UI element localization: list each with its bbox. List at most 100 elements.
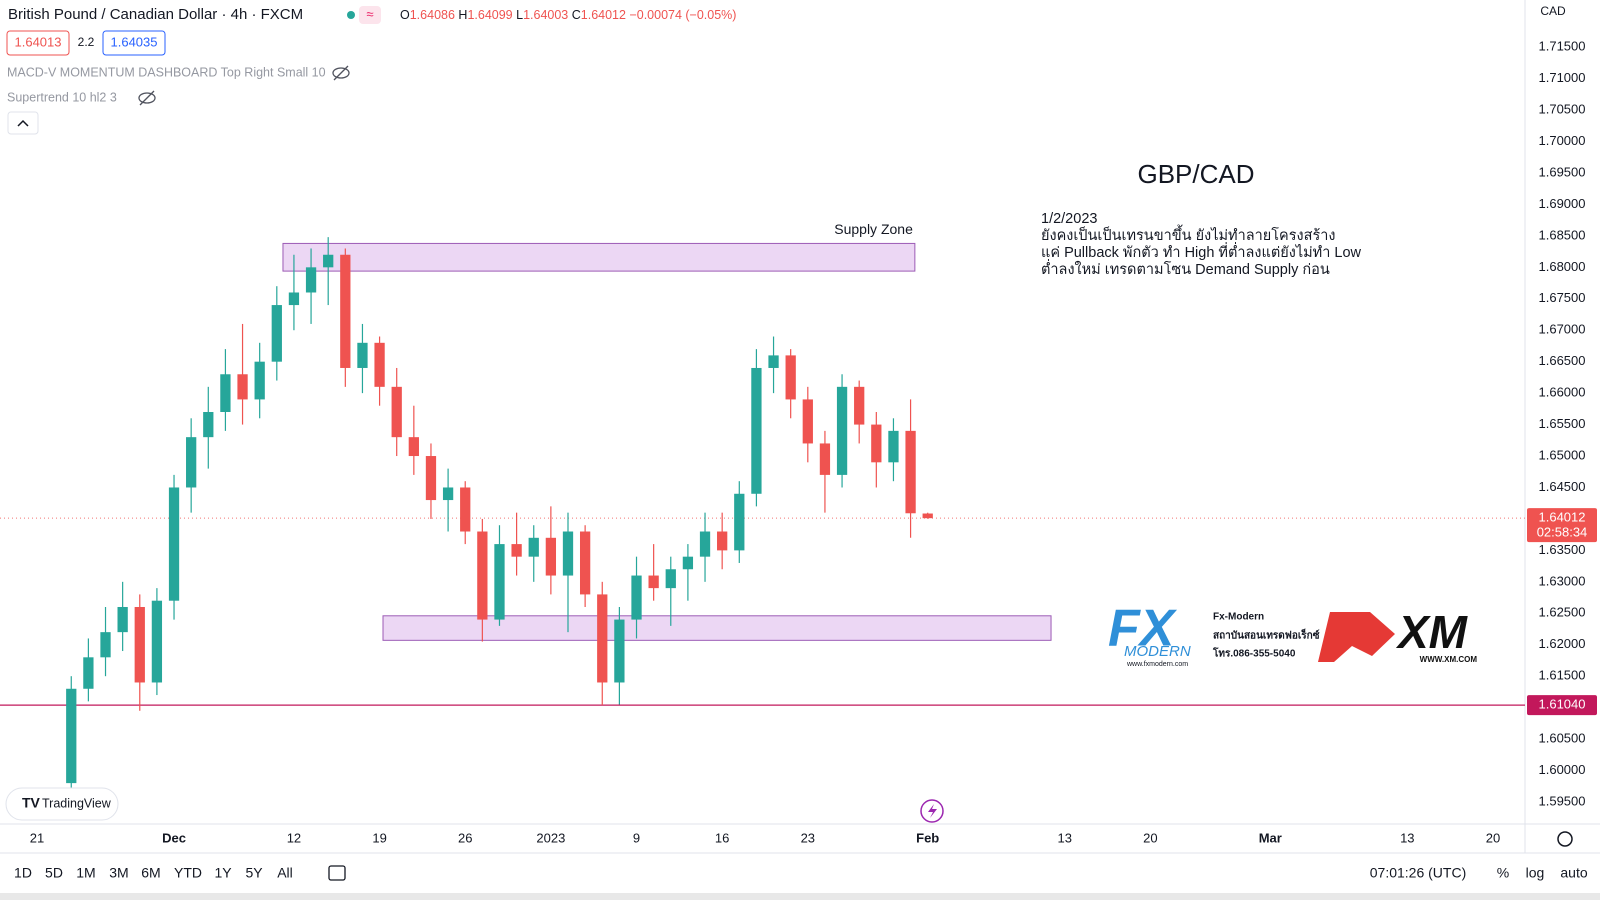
x-tick-label: 20 [1486,830,1500,845]
candle-body [682,556,694,570]
period-button[interactable]: 6M [141,865,160,881]
candle-body [562,531,574,576]
currency-menu[interactable]: CAD [1540,4,1566,18]
y-tick-label: 1.71500 [1539,39,1586,54]
candle-body [802,399,813,444]
x-tick-label: Mar [1259,830,1282,845]
tradingview-badge[interactable] [5,787,119,821]
data-status-icon: ≈ [366,6,373,21]
price-zone [282,242,916,272]
ohlc-value: 1.64086 [410,8,455,22]
y-tick-label: 1.66500 [1539,353,1586,368]
price-tag [1527,508,1597,543]
date-range-icon[interactable] [328,865,346,881]
candle-body [100,632,111,658]
x-tick-label: 13 [1058,830,1072,845]
y-tick-label: 1.68500 [1539,227,1586,242]
chevron-icon [17,119,29,127]
bid-box[interactable] [6,30,70,56]
period-button[interactable]: 3M [109,865,128,881]
x-tick-label: 12 [287,830,301,845]
y-tick-label: 1.68000 [1539,259,1586,274]
y-tick-label: 1.64500 [1539,479,1586,494]
data-status[interactable] [359,6,381,24]
hidden-icon[interactable] [138,90,156,106]
y-tick-label: 1.63500 [1539,542,1586,557]
candle-body [66,688,77,784]
clock[interactable]: 07:01:26 (UTC) [1370,865,1466,881]
ohlc-letter: L [516,8,523,22]
price-tag [1527,695,1597,716]
ohlc-letter: C [572,8,581,22]
symbol-title[interactable]: British Pound / Canadian Dollar · 4h · F… [8,6,303,23]
candle-body [734,493,745,551]
period-button[interactable]: 1M [76,865,95,881]
y-tick-label: 1.60500 [1539,731,1586,746]
candle-body [220,374,231,412]
price-tag-label: 1.61040 [1539,697,1586,712]
x-tick-label: 26 [458,830,472,845]
auto-toggle[interactable]: auto [1560,865,1587,881]
y-tick-label: 1.61500 [1539,668,1586,683]
y-tick-label: 1.62000 [1539,636,1586,651]
x-tick-label: 16 [715,830,729,845]
candle-body [186,437,197,488]
period-button[interactable]: 1Y [214,865,232,881]
candle-body [631,575,642,620]
ohlc-letter: O [400,8,410,22]
fx-text: โทร.086-355-5040 [1212,647,1296,660]
plot-area: Supply Zone [0,221,1525,793]
percent-toggle[interactable]: % [1497,865,1509,881]
y-tick-label: 1.65000 [1539,447,1586,462]
ask-box[interactable] [102,30,166,56]
candle-body [134,606,145,683]
candle-body [408,437,419,457]
indicator-label[interactable]: Supertrend 10 hl2 3 [7,90,117,104]
log-toggle[interactable]: log [1526,865,1545,881]
y-tick-label: 1.69500 [1539,164,1586,179]
candle-body [768,355,779,368]
candle-body [203,412,214,438]
candle-body [357,342,368,368]
x-tick-label: Feb [916,830,939,845]
market-status[interactable] [347,11,355,19]
y-tick-label: 1.67000 [1539,322,1586,337]
candle-body [477,531,488,620]
period-button[interactable]: 1D [14,865,32,881]
candle-body [528,537,539,557]
x-tick-label: 20 [1143,830,1157,845]
collapse-button[interactable] [7,111,39,135]
candle-body [271,305,282,362]
candle-body [699,531,711,557]
x-tick-label: 13 [1400,830,1414,845]
candle-body [579,531,591,595]
period-button[interactable]: YTD [174,865,202,881]
period-button[interactable]: 5D [45,865,63,881]
candle-body [597,594,608,683]
fx-text: Fx-Modern [1213,612,1264,623]
indicator-label[interactable]: MACD-V MOMENTUM DASHBOARD Top Right Smal… [7,65,326,79]
candle-body [117,606,128,633]
period-button[interactable]: All [277,865,293,881]
settings-icon[interactable] [1557,831,1573,847]
x-tick-label: 21 [30,830,44,845]
candle-body [391,386,402,438]
bid-price: 1.64013 [15,34,62,49]
y-tick-label: 1.60000 [1539,762,1586,777]
candle-body [614,619,625,683]
y-tick-label: 1.62500 [1539,605,1586,620]
ask-price: 1.64035 [111,34,158,49]
spread: 2.2 [78,35,95,49]
y-tick-label: 1.70500 [1539,102,1586,117]
candle-body [374,342,385,387]
countdown: 02:58:34 [1537,525,1588,540]
period-button[interactable]: 5Y [245,865,263,881]
lightning [928,804,937,818]
candle-body [545,537,557,576]
fx-site: www.fxmodern.com [1126,661,1188,668]
hidden-icon[interactable] [332,65,350,81]
note-line: แค่ Pullback พักตัว ทำ High ที่ต่ำลงแต่ย… [1041,242,1362,261]
x-tick-label: 2023 [536,830,565,845]
candle-body [460,487,471,532]
